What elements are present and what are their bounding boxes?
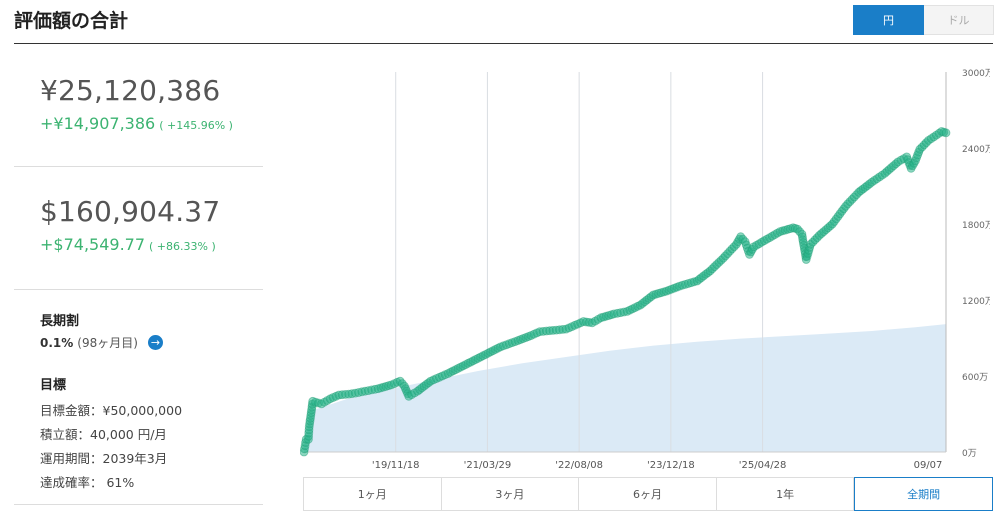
goal-contribution: 積立額：40,000 円/月 bbox=[40, 427, 167, 442]
goal-period: 運用期間：2039年3月 bbox=[40, 451, 168, 466]
usd-gain-pct: ( +86.33% ) bbox=[149, 240, 216, 253]
long-term-months: (98ヶ月目) bbox=[77, 336, 138, 350]
y-tick-label-3: 1200万 bbox=[962, 297, 990, 307]
arrow-right-icon[interactable]: → bbox=[147, 335, 163, 350]
range-button-3[interactable]: 1年 bbox=[716, 477, 855, 511]
valuation-chart: 3000万 2400万 1800万 1200万 600万 0万 '19/11/18 '21/0… bbox=[299, 60, 994, 480]
usd-total-gain: +$74,549.77( +86.33% ) bbox=[40, 235, 216, 254]
y-tick-label-0: 3000万 bbox=[962, 69, 990, 79]
range-button-1[interactable]: 3ヶ月 bbox=[441, 477, 580, 511]
y-tick-label-5: 0万 bbox=[962, 449, 977, 459]
chart-svg: 3000万 2400万 1800万 1200万 600万 0万 '19/11/18 '21/0… bbox=[299, 69, 994, 471]
long-term-heading: 長期割 bbox=[40, 314, 80, 329]
yen-gain-pct: ( +145.96% ) bbox=[159, 119, 233, 132]
range-button-2[interactable]: 6ヶ月 bbox=[579, 477, 717, 511]
yen-total-gain: +¥14,907,386( +145.96% ) bbox=[40, 114, 233, 133]
page-title: 評価額の合計 bbox=[14, 10, 129, 32]
yen-total-block: ¥25,120,386 +¥14,907,386( +145.96% ) bbox=[14, 44, 263, 167]
value-point bbox=[941, 128, 951, 138]
goal-heading: 目標 bbox=[40, 378, 67, 393]
long-term-rate: 0.1% bbox=[40, 335, 74, 350]
range-button-0[interactable]: 1ヶ月 bbox=[303, 477, 442, 511]
yen-total-value: ¥25,120,386 bbox=[40, 74, 221, 107]
value-series bbox=[299, 127, 951, 457]
long-term-goal-block: 長期割 0.1% (98ヶ月目) → 目標 目標金額：¥50,000,000 積… bbox=[14, 290, 263, 505]
y-tick-label-2: 1800万 bbox=[962, 221, 990, 231]
y-tick-label-4: 600万 bbox=[962, 373, 988, 383]
y-tick-label-1: 2400万 bbox=[962, 145, 990, 155]
title-divider bbox=[14, 43, 993, 44]
goal-probability: 達成確率： 61% bbox=[40, 475, 135, 490]
range-selector[interactable]: 1ヶ月 3ヶ月 6ヶ月 1年 全期間 bbox=[303, 477, 993, 511]
currency-toggle[interactable]: 円 ドル bbox=[853, 5, 994, 35]
currency-yen-button[interactable]: 円 bbox=[853, 5, 924, 35]
x-tick-label-1: '21/03/29 bbox=[464, 460, 512, 471]
x-tick-label-4: '25/04/28 bbox=[739, 460, 787, 471]
range-button-4[interactable]: 全期間 bbox=[854, 477, 993, 511]
usd-total-value: $160,904.37 bbox=[40, 195, 221, 228]
x-tick-label-5: 09/07 bbox=[914, 460, 943, 471]
yen-gain-amount: +¥14,907,386 bbox=[40, 114, 156, 133]
usd-gain-amount: +$74,549.77 bbox=[40, 235, 146, 254]
x-tick-label-3: '23/12/18 bbox=[647, 460, 695, 471]
x-tick-label-2: '22/08/08 bbox=[555, 460, 603, 471]
x-tick-label-0: '19/11/18 bbox=[372, 460, 420, 471]
principal-area bbox=[304, 324, 946, 452]
currency-usd-button[interactable]: ドル bbox=[924, 5, 994, 35]
goal-amount: 目標金額：¥50,000,000 bbox=[40, 403, 183, 418]
usd-total-block: $160,904.37 +$74,549.77( +86.33% ) bbox=[14, 167, 263, 290]
long-term-value: 0.1% (98ヶ月目) → bbox=[40, 334, 163, 351]
summary-panel: ¥25,120,386 +¥14,907,386( +145.96% ) $16… bbox=[14, 44, 263, 505]
